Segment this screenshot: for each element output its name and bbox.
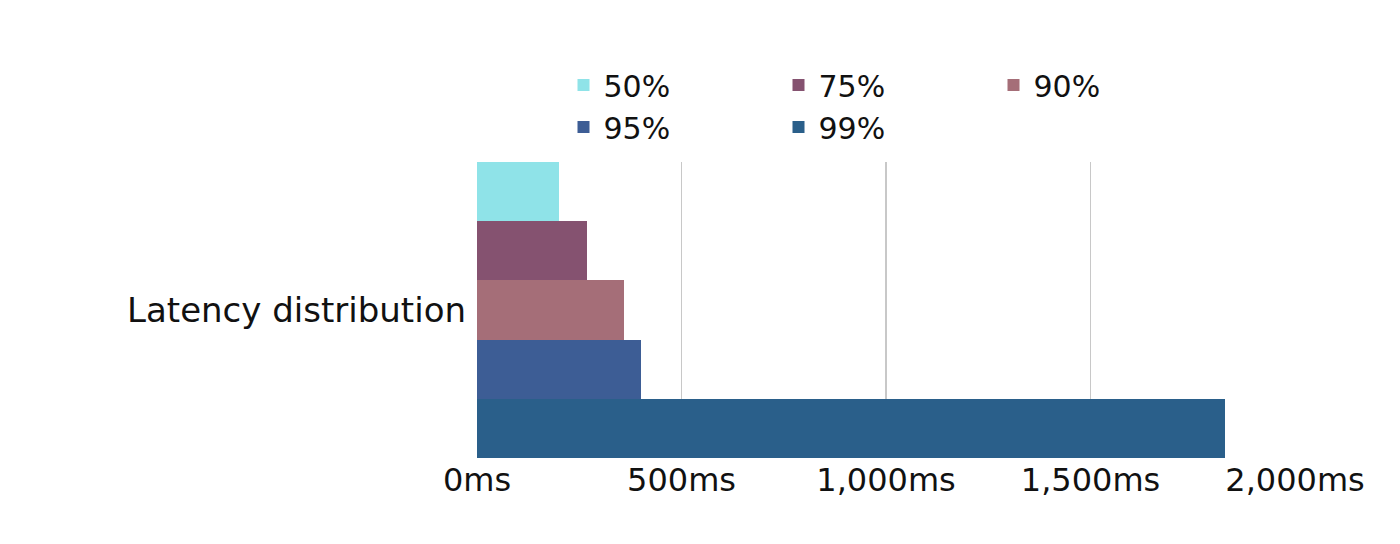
svg-text:95%: 95% — [604, 111, 671, 146]
svg-text:75%: 75% — [819, 69, 886, 104]
svg-text:2,000ms: 2,000ms — [1225, 461, 1364, 499]
svg-text:1,000ms: 1,000ms — [816, 461, 955, 499]
svg-text:0ms: 0ms — [443, 461, 511, 499]
svg-text:90%: 90% — [1034, 69, 1101, 104]
svg-text:Latency distribution: Latency distribution — [127, 290, 466, 330]
svg-text:99%: 99% — [819, 111, 886, 146]
svg-text:1,500ms: 1,500ms — [1021, 461, 1160, 499]
svg-text:50%: 50% — [604, 69, 671, 104]
svg-text:500ms: 500ms — [627, 461, 736, 499]
